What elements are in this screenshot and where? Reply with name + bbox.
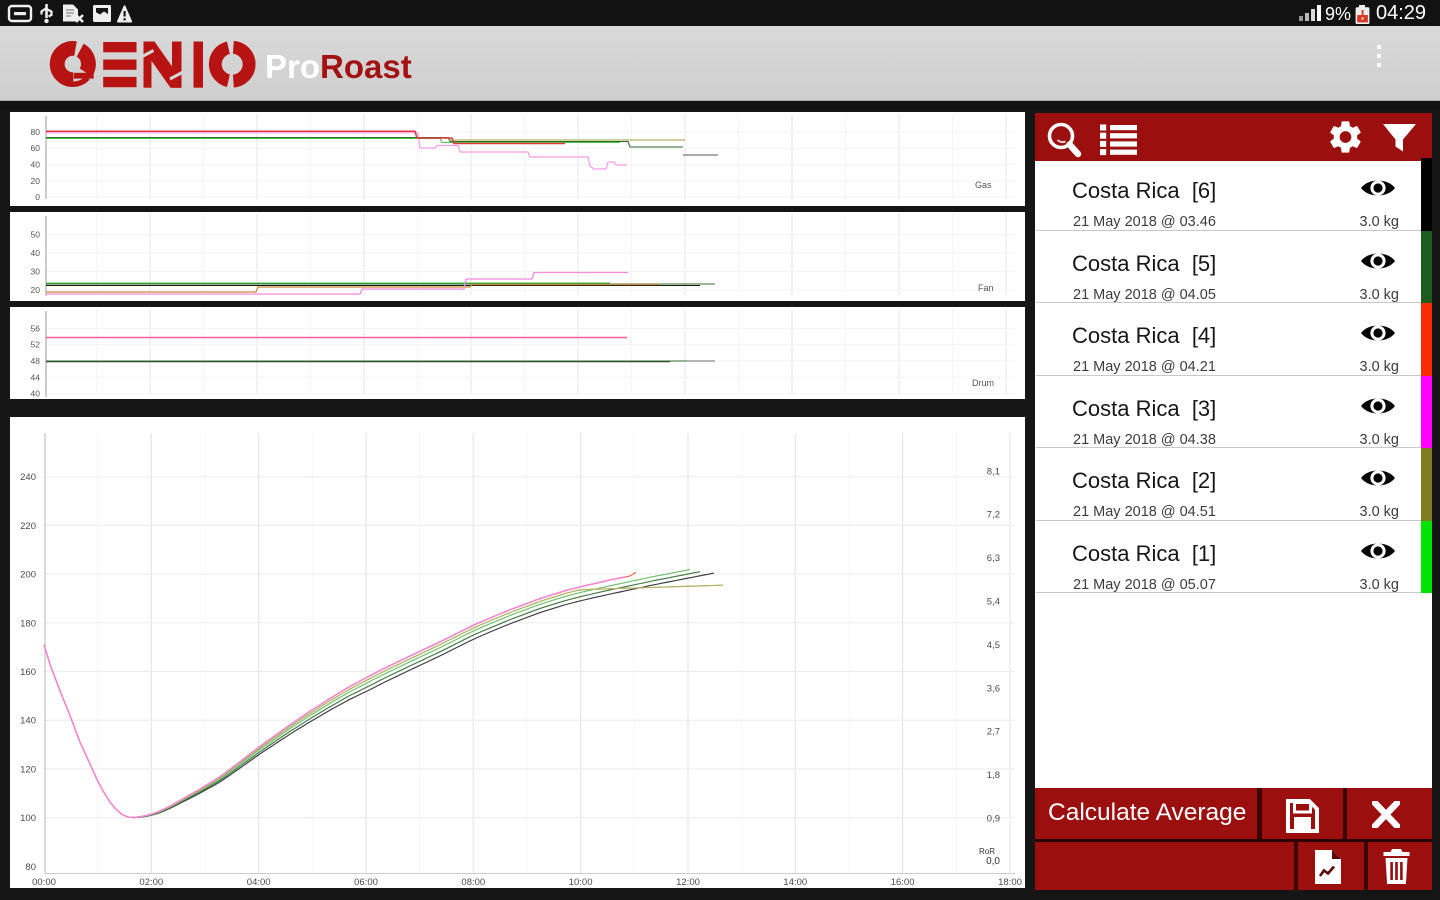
svg-text:50: 50 — [31, 230, 41, 240]
svg-text:0,9: 0,9 — [987, 814, 1000, 825]
svg-text:14:00: 14:00 — [783, 877, 807, 888]
svg-text:48: 48 — [31, 356, 41, 366]
svg-text:0,0: 0,0 — [986, 856, 1000, 867]
svg-text:0: 0 — [35, 192, 40, 202]
svg-text:04:00: 04:00 — [247, 877, 271, 888]
svg-text:3,6: 3,6 — [987, 683, 1000, 694]
svg-text:8,1: 8,1 — [987, 466, 1000, 477]
svg-text:52: 52 — [31, 340, 41, 350]
svg-text:12:00: 12:00 — [676, 877, 700, 888]
svg-text:4,5: 4,5 — [987, 640, 1000, 651]
svg-text:Gas: Gas — [975, 180, 992, 190]
svg-text:240: 240 — [20, 472, 36, 483]
svg-text:40: 40 — [31, 160, 41, 170]
svg-text:02:00: 02:00 — [139, 877, 163, 888]
svg-text:60: 60 — [31, 143, 41, 153]
svg-text:44: 44 — [31, 372, 41, 382]
svg-text:56: 56 — [31, 323, 41, 333]
svg-text:RoR: RoR — [979, 847, 995, 856]
svg-text:Drum: Drum — [972, 378, 994, 388]
svg-text:5,4: 5,4 — [987, 597, 1000, 608]
svg-text:30: 30 — [31, 267, 41, 277]
svg-text:80: 80 — [25, 862, 36, 873]
svg-text:180: 180 — [20, 618, 36, 629]
svg-text:2,7: 2,7 — [987, 727, 1000, 738]
svg-text:08:00: 08:00 — [461, 877, 485, 888]
svg-text:140: 140 — [20, 716, 36, 727]
svg-text:20: 20 — [31, 176, 41, 186]
svg-text:220: 220 — [20, 521, 36, 532]
svg-text:160: 160 — [20, 667, 36, 678]
svg-text:80: 80 — [31, 127, 41, 137]
svg-text:00:00: 00:00 — [32, 877, 56, 888]
svg-text:1,8: 1,8 — [987, 770, 1000, 781]
svg-text:18:00: 18:00 — [998, 877, 1022, 888]
svg-text:16:00: 16:00 — [891, 877, 915, 888]
svg-text:20: 20 — [31, 285, 41, 295]
svg-text:06:00: 06:00 — [354, 877, 378, 888]
svg-text:7,2: 7,2 — [987, 510, 1000, 521]
svg-text:200: 200 — [20, 570, 36, 581]
svg-text:40: 40 — [31, 248, 41, 258]
svg-text:6,3: 6,3 — [987, 553, 1000, 564]
svg-text:40: 40 — [31, 389, 41, 399]
svg-text:Fan: Fan — [978, 283, 994, 293]
svg-text:100: 100 — [20, 813, 36, 824]
svg-text:120: 120 — [20, 764, 36, 775]
svg-text:10:00: 10:00 — [569, 877, 593, 888]
